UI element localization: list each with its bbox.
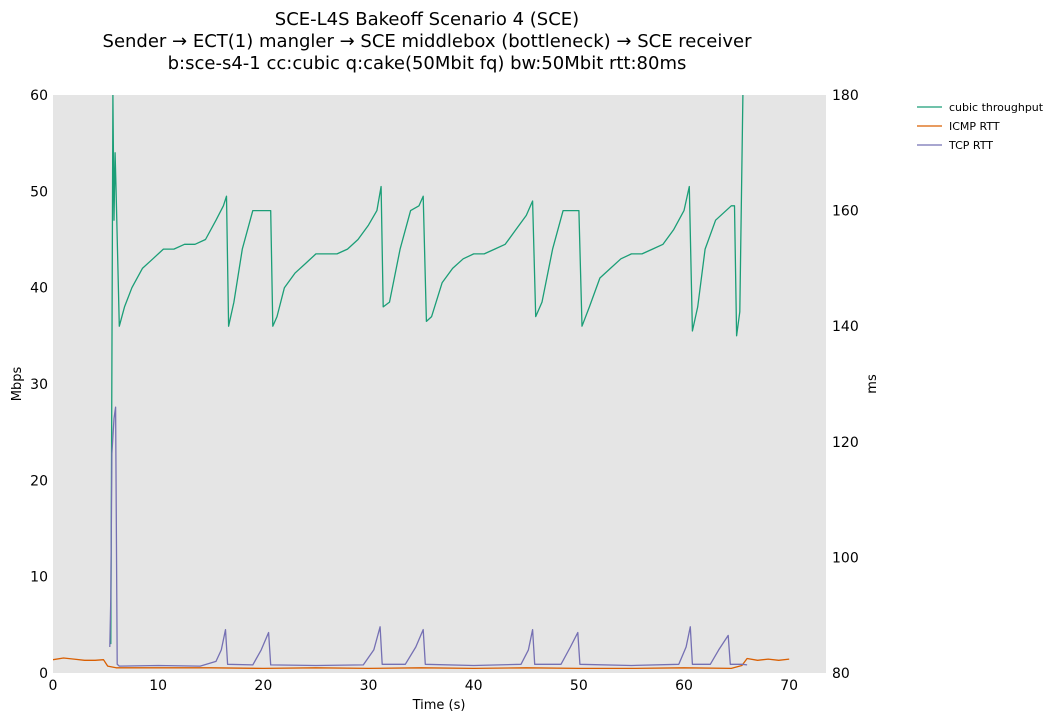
y-tick-label-right: 100 bbox=[832, 550, 859, 566]
y-tick-label-left: 30 bbox=[30, 377, 48, 393]
y-axis-label-left: Mbps bbox=[10, 367, 25, 402]
x-tick-label: 50 bbox=[570, 678, 588, 694]
legend-entry: TCP RTT bbox=[917, 139, 993, 152]
x-tick-label: 20 bbox=[254, 678, 272, 694]
chart-title: SCE-L4S Bakeoff Scenario 4 (SCE) Sender … bbox=[103, 9, 753, 74]
legend-label: cubic throughput bbox=[949, 101, 1044, 114]
y-axis-label-right: ms bbox=[865, 374, 880, 394]
y-tick-label-left: 60 bbox=[30, 88, 48, 104]
legend: cubic throughput ICMP RTT TCP RTT bbox=[917, 101, 1044, 152]
y-tick-label-right: 80 bbox=[832, 666, 850, 682]
legend-entry: ICMP RTT bbox=[917, 120, 1000, 133]
y-tick-label-left: 50 bbox=[30, 184, 48, 200]
title-line-2: Sender → ECT(1) mangler → SCE middlebox … bbox=[103, 31, 753, 52]
series-line-icmp-rtt bbox=[53, 657, 790, 670]
x-tick-label: 60 bbox=[675, 678, 693, 694]
x-axis-label: Time (s) bbox=[412, 698, 466, 713]
x-tick-label: 10 bbox=[149, 678, 167, 694]
title-line-1: SCE-L4S Bakeoff Scenario 4 (SCE) bbox=[275, 9, 579, 30]
legend-entry: cubic throughput bbox=[917, 101, 1044, 114]
title-line-3: b:sce-s4-1 cc:cubic q:cake(50Mbit fq) bw… bbox=[168, 53, 687, 74]
series-layer bbox=[53, 95, 790, 670]
y-tick-label-right: 160 bbox=[832, 204, 859, 220]
plot-area bbox=[53, 95, 826, 673]
series-line-cubic-throughput bbox=[110, 95, 744, 645]
x-tick-label: 70 bbox=[780, 678, 798, 694]
y-tick-label-right: 120 bbox=[832, 435, 859, 451]
legend-label: ICMP RTT bbox=[949, 120, 1000, 133]
y-tick-label-right: 180 bbox=[832, 88, 859, 104]
y-tick-label-left: 20 bbox=[30, 473, 48, 489]
tick-labels: 0 10 20 30 40 50 60 70 0 10 20 30 40 50 60 80 100 120 140 1… bbox=[30, 88, 859, 694]
legend-label: TCP RTT bbox=[948, 139, 993, 152]
y-tick-label-left: 10 bbox=[30, 570, 48, 586]
y-tick-label-left: 40 bbox=[30, 281, 48, 297]
x-tick-label: 40 bbox=[465, 678, 483, 694]
y-tick-label-right: 140 bbox=[832, 319, 859, 335]
x-tick-label: 0 bbox=[49, 678, 58, 694]
series-line-tcp-rtt bbox=[109, 406, 748, 667]
x-tick-label: 30 bbox=[360, 678, 378, 694]
y-tick-label-left: 0 bbox=[39, 666, 48, 682]
